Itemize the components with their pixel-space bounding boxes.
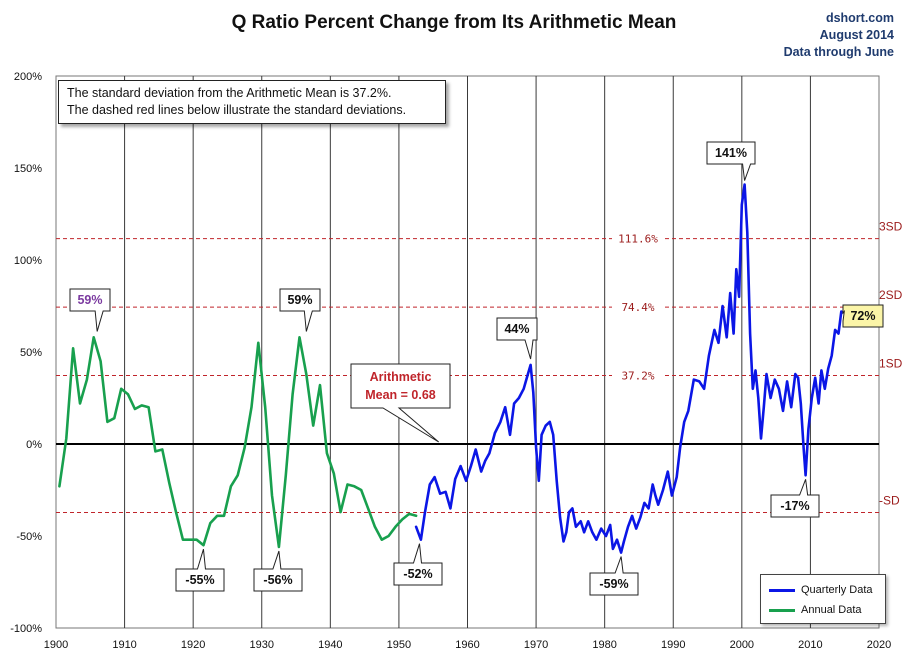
- callout-label: -59%: [599, 577, 628, 591]
- callout-box: [279, 288, 321, 332]
- callout-label: -56%: [263, 573, 292, 587]
- annual-data-line: [58, 336, 418, 549]
- mean-callout-box: [350, 363, 451, 443]
- info-line-2: The dashed red lines below illustrate th…: [67, 103, 407, 117]
- data-callout: 141%: [706, 141, 756, 181]
- callout-box: [770, 479, 820, 518]
- annotations-layer: 59% -55% -56% 59% -52% 44% -59% 141% -17% 72%: [69, 141, 884, 596]
- data-callout: 59%: [279, 288, 321, 332]
- info-line-1: The standard deviation from the Arithmet…: [67, 86, 392, 100]
- x-tick-label: 2000: [730, 639, 754, 651]
- y-tick-label: 0%: [26, 439, 42, 451]
- callout-box: [175, 549, 225, 592]
- callout-label: 59%: [77, 293, 102, 307]
- x-tick-label: 2020: [867, 639, 891, 651]
- callout-label: 72%: [850, 309, 875, 323]
- source-site: dshort.com: [825, 11, 894, 25]
- data-callout: -52%: [393, 543, 443, 586]
- x-tick-label: 2010: [798, 639, 822, 651]
- data-callout: -55%: [175, 549, 225, 592]
- info-box: The standard deviation from the Arithmet…: [58, 80, 446, 124]
- x-tick-label: 1980: [592, 639, 616, 651]
- callout-label: 59%: [287, 293, 312, 307]
- legend-swatch-quarterly: [769, 588, 795, 592]
- legend: Quarterly Data Annual Data: [760, 574, 886, 624]
- x-tick-label: 1910: [112, 639, 136, 651]
- legend-item-quarterly: Quarterly Data: [769, 584, 873, 596]
- sd-value-label: 37.2%: [621, 370, 654, 383]
- sd-side-label: -SD: [879, 493, 900, 507]
- chart-title: Q Ratio Percent Change from Its Arithmet…: [231, 12, 677, 33]
- series-layer: [58, 183, 843, 554]
- standard-deviation-lines: 111.6% 3SD 74.4% 2SD 37.2% 1SD -SD: [56, 220, 903, 513]
- x-tick-label: 1950: [387, 639, 411, 651]
- callout-label: -52%: [403, 567, 432, 581]
- sd-side-label: 2SD: [879, 288, 903, 302]
- x-tick-label: 1900: [44, 639, 68, 651]
- data-callout: 72%: [842, 304, 884, 328]
- callout-label: 44%: [504, 322, 529, 336]
- y-tick-label: 200%: [14, 71, 42, 83]
- y-tick-label: -50%: [16, 531, 42, 543]
- callout-label: -55%: [185, 573, 214, 587]
- y-tick-label: 150%: [14, 163, 42, 175]
- y-tick-label: -100%: [10, 623, 42, 635]
- grid-layer: [55, 75, 880, 629]
- callout-box: [496, 317, 538, 360]
- x-tick-label: 1990: [661, 639, 685, 651]
- data-callout: -59%: [589, 556, 639, 596]
- callout-box: [589, 556, 639, 596]
- sd-label-background: [612, 299, 664, 316]
- mean-callout-line1: Arithmetic: [370, 370, 432, 384]
- x-tick-label: 1960: [455, 639, 479, 651]
- arithmetic-mean-callout: Arithmetic Mean = 0.68: [350, 363, 451, 443]
- sd-label-background: [612, 367, 664, 384]
- source-block: dshort.com August 2014 Data through June: [784, 10, 894, 61]
- callout-box: [393, 543, 443, 586]
- sd-side-label: 1SD: [879, 357, 903, 371]
- sd-side-label: 3SD: [879, 220, 903, 234]
- data-callout: 44%: [496, 317, 538, 360]
- legend-label-annual: Annual Data: [801, 604, 862, 616]
- callout-box: [842, 304, 884, 328]
- callout-label: 141%: [715, 146, 747, 160]
- source-date: August 2014: [819, 28, 894, 42]
- callout-box: [706, 141, 756, 181]
- callout-box: [69, 288, 111, 332]
- data-callout: -17%: [770, 479, 820, 518]
- data-callout: 59%: [69, 288, 111, 332]
- sd-value-label: 111.6%: [618, 233, 658, 246]
- x-tick-label: 1970: [524, 639, 548, 651]
- sd-label-background: [612, 230, 664, 247]
- source-note: Data through June: [783, 45, 894, 59]
- axes: 1900 1910 1920 1930 1940 1950 1960 1970 1980 1990…: [10, 71, 891, 651]
- legend-item-annual: Annual Data: [769, 604, 862, 616]
- data-callout: -56%: [253, 550, 303, 592]
- callout-box: [253, 550, 303, 592]
- legend-swatch-annual: [769, 608, 795, 612]
- x-tick-label: 1930: [250, 639, 274, 651]
- legend-label-quarterly: Quarterly Data: [801, 584, 873, 596]
- y-tick-label: 50%: [20, 347, 42, 359]
- y-tick-label: 100%: [14, 255, 42, 267]
- x-tick-label: 1920: [181, 639, 205, 651]
- callout-label: -17%: [780, 499, 809, 513]
- mean-callout-line2: Mean = 0.68: [365, 388, 436, 402]
- sd-value-label: 74.4%: [621, 301, 654, 314]
- quarterly-data-line: [414, 183, 843, 554]
- x-tick-label: 1940: [318, 639, 342, 651]
